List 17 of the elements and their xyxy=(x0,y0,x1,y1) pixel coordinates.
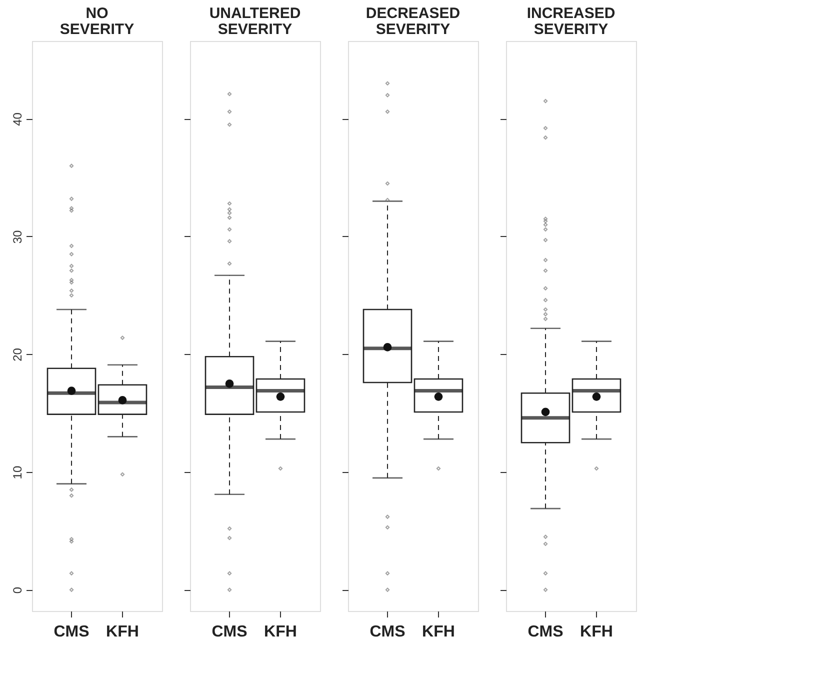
x-tick-label: KFH xyxy=(422,624,455,640)
chart-title: INCREASED SEVERITY xyxy=(526,5,616,38)
y-tick-label: 30 xyxy=(10,230,24,244)
x-tick-label: KFH xyxy=(106,624,139,640)
chart-title: UNALTERED SEVERITY xyxy=(209,5,301,38)
x-tick-label: KFH xyxy=(264,624,297,640)
chart-title: NO SEVERITY xyxy=(60,5,134,38)
y-tick-label: 20 xyxy=(10,348,24,362)
y-tick-label: 10 xyxy=(10,466,24,480)
x-tick-label: CMS xyxy=(54,624,90,640)
y-tick-label: 0 xyxy=(10,586,24,594)
chart-title: DECREASED SEVERITY xyxy=(366,5,460,38)
x-tick-label: CMS xyxy=(370,624,406,640)
y-tick-label: 40 xyxy=(10,112,24,126)
x-tick-label: CMS xyxy=(212,624,248,640)
x-tick-label: CMS xyxy=(528,624,564,640)
x-tick-label: KFH xyxy=(580,624,613,640)
